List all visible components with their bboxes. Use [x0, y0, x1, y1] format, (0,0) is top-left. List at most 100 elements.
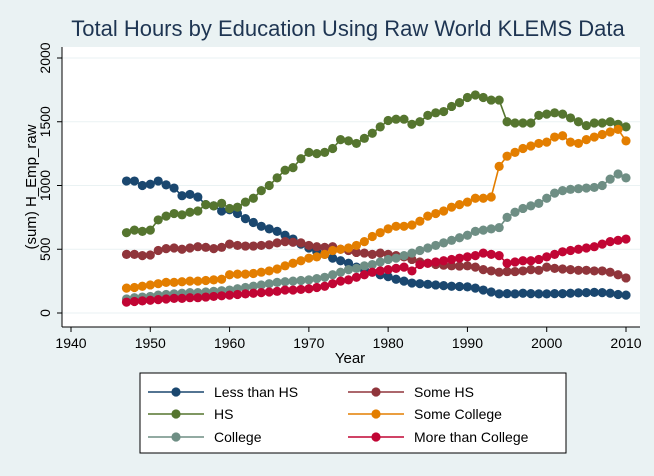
data-point — [478, 248, 488, 258]
data-point — [502, 212, 512, 222]
legend-item-college: College — [148, 429, 262, 445]
data-point — [177, 210, 187, 220]
data-point — [470, 226, 480, 236]
data-point — [248, 217, 258, 228]
data-point — [145, 225, 155, 235]
data-point — [224, 270, 235, 280]
data-point — [153, 295, 163, 305]
data-point — [232, 269, 243, 279]
data-point — [470, 193, 480, 203]
data-point — [359, 248, 369, 258]
data-point — [502, 117, 512, 127]
data-point — [478, 285, 488, 295]
data-point — [312, 273, 322, 284]
data-point — [502, 289, 512, 299]
data-point — [367, 267, 377, 277]
legend-box — [139, 372, 567, 454]
data-point — [169, 293, 179, 303]
data-point — [272, 226, 282, 236]
data-point — [359, 237, 369, 247]
data-point — [264, 224, 274, 234]
data-point — [185, 276, 195, 286]
data-point — [304, 147, 314, 157]
data-point — [351, 247, 362, 258]
data-point — [383, 224, 393, 234]
data-point — [359, 270, 369, 280]
data-point — [280, 261, 290, 271]
data-point — [454, 261, 465, 271]
data-point — [478, 193, 488, 203]
data-point — [486, 287, 496, 297]
data-point — [351, 263, 362, 273]
data-point — [232, 202, 243, 212]
data-point — [296, 275, 306, 286]
data-point — [129, 225, 140, 235]
data-point — [217, 198, 227, 208]
data-point — [510, 147, 520, 157]
data-point — [446, 254, 457, 265]
data-point — [145, 280, 155, 290]
data-point — [518, 266, 528, 276]
data-point — [224, 290, 235, 300]
data-point — [288, 276, 298, 286]
data-point — [328, 270, 338, 280]
legend-item-some-college: Some College — [348, 406, 502, 422]
legend: Less than HS Some HS HS Some College College… — [139, 372, 567, 454]
data-point — [304, 284, 314, 294]
data-point — [312, 149, 322, 159]
data-point — [280, 285, 290, 295]
data-point — [534, 265, 544, 275]
data-point — [399, 251, 409, 261]
data-point — [193, 192, 203, 202]
data-point — [534, 254, 544, 265]
data-point — [185, 243, 195, 253]
data-point — [240, 214, 251, 224]
data-point — [320, 242, 330, 252]
data-point — [494, 267, 504, 277]
data-point — [589, 287, 599, 297]
data-point — [510, 118, 520, 128]
data-point — [518, 288, 528, 298]
data-point — [177, 293, 187, 303]
data-point — [201, 275, 211, 286]
data-point — [296, 256, 306, 266]
data-point — [439, 238, 449, 248]
data-point — [597, 288, 607, 298]
data-point — [613, 270, 623, 280]
data-point — [454, 200, 465, 210]
data-point — [446, 101, 457, 112]
data-point — [597, 129, 607, 140]
data-point — [510, 207, 520, 217]
data-point — [557, 247, 568, 257]
data-point — [407, 119, 417, 129]
data-point — [343, 275, 354, 285]
data-point — [351, 272, 362, 282]
data-point — [240, 269, 251, 279]
data-point — [296, 238, 306, 248]
data-point — [502, 151, 512, 161]
data-point — [383, 272, 393, 282]
chart-title: Total Hours by Education Using Raw World… — [71, 16, 625, 41]
data-point — [621, 136, 631, 146]
data-point — [526, 118, 536, 128]
data-point — [359, 261, 369, 271]
data-point — [288, 163, 298, 173]
data-point — [494, 289, 504, 299]
data-point — [137, 296, 147, 306]
data-point — [526, 141, 536, 151]
data-point — [169, 243, 179, 253]
data-point — [264, 180, 274, 191]
data-point — [280, 230, 290, 240]
data-point — [581, 183, 591, 193]
legend-item-less-than-hs: Less than HS — [148, 384, 298, 400]
data-point — [391, 221, 401, 231]
data-point — [335, 276, 346, 286]
data-point — [351, 138, 362, 149]
y-axis-label: (sum) H_Emp_raw — [23, 124, 40, 249]
data-point — [240, 289, 251, 299]
data-point — [589, 266, 599, 276]
data-point — [343, 265, 354, 275]
data-point — [494, 161, 504, 171]
data-point — [383, 115, 393, 126]
data-point — [209, 244, 219, 254]
